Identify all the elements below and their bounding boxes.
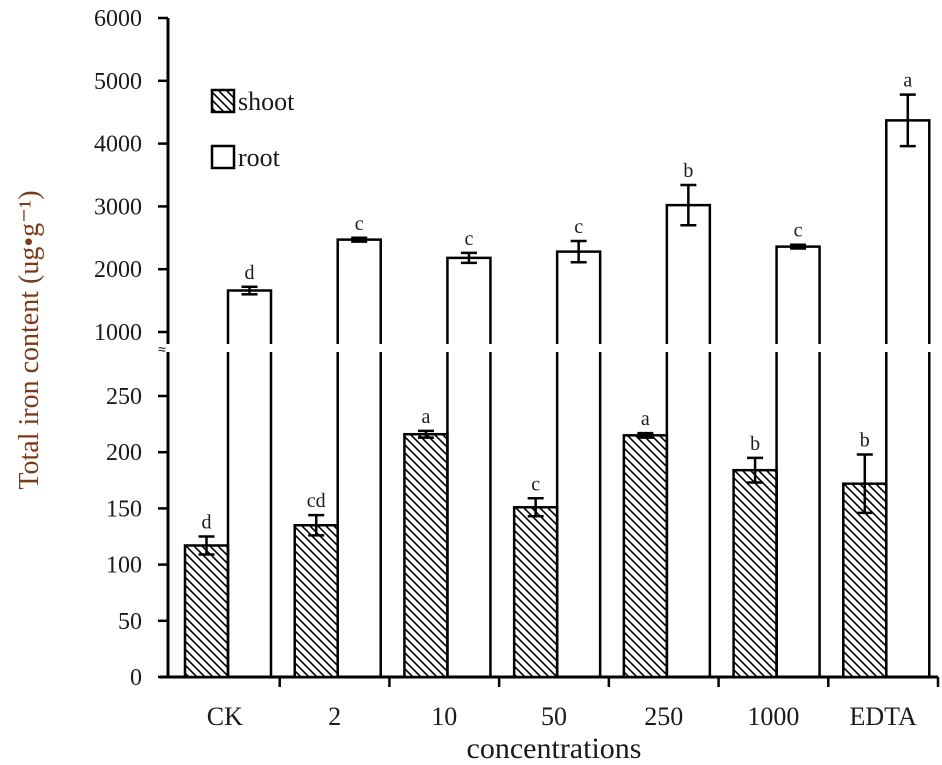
significance-label: d xyxy=(245,262,255,284)
root-bar-lower xyxy=(775,352,821,677)
root-bar xyxy=(446,256,492,344)
bars xyxy=(183,93,931,679)
y-tick-label: 1000 xyxy=(94,320,142,346)
legend-swatch-shoot xyxy=(210,88,236,114)
x-tick-label: 1000 xyxy=(747,702,799,731)
y-tick-label: 2000 xyxy=(94,257,142,283)
root-bar xyxy=(555,250,602,344)
significance-label: b xyxy=(860,429,870,451)
legend-swatch-root xyxy=(210,144,236,170)
root-bar-lower xyxy=(226,352,273,677)
shoot-bar xyxy=(183,544,230,679)
y-tick-label: 50 xyxy=(118,609,142,635)
y-tick-label: 250 xyxy=(106,384,142,410)
root-bar xyxy=(775,245,821,344)
y-tick-label: 5000 xyxy=(94,69,142,95)
x-tick-label: EDTA xyxy=(850,702,917,731)
root-bar xyxy=(336,238,382,344)
significance-label: c xyxy=(794,220,803,242)
root-bar-lower xyxy=(885,352,931,677)
y-tick-label: 100 xyxy=(106,553,142,579)
shoot-bar xyxy=(293,524,339,679)
significance-label: a xyxy=(903,70,912,92)
shoot-bar xyxy=(842,482,888,679)
root-bar xyxy=(885,119,931,344)
legend: shoot root xyxy=(210,87,295,172)
x-tick-label: 250 xyxy=(644,702,683,731)
significance-label: cd xyxy=(307,490,326,512)
y-tick-label: 3000 xyxy=(94,194,142,220)
y-axis-title: Total iron content (ug•g⁻¹) xyxy=(14,190,45,489)
shoot-bar xyxy=(403,432,449,679)
axis-break-mark: ≈ xyxy=(158,341,166,357)
root-bar-lower xyxy=(446,352,492,677)
significance-label: b xyxy=(683,160,693,182)
shoot-bar xyxy=(622,434,669,679)
x-tick-label: 10 xyxy=(431,702,457,731)
root-bar-lower xyxy=(336,352,382,677)
legend-label-root: root xyxy=(238,143,281,172)
axes: ≈1000 2000 3000 4000 5000 6000 0 50 100 150 200 250 xyxy=(94,6,940,691)
y-tick-label: 200 xyxy=(106,440,142,466)
shoot-bar xyxy=(512,506,559,679)
root-bar-lower xyxy=(665,352,712,677)
significance-label: c xyxy=(355,213,364,235)
y-tick-label: 4000 xyxy=(94,132,142,158)
root-bar-lower xyxy=(555,352,602,677)
shoot-bar xyxy=(732,468,778,679)
legend-label-shoot: shoot xyxy=(238,87,295,116)
x-tick-label: 50 xyxy=(541,702,567,731)
significance-label: c xyxy=(574,216,583,238)
x-axis-title: concentrations xyxy=(467,732,642,765)
x-tick-label: CK xyxy=(207,702,243,731)
significance-label: c xyxy=(464,228,473,250)
y-tick-label: 0 xyxy=(130,665,142,691)
x-tick-label: 2 xyxy=(328,702,341,731)
significance-label: a xyxy=(421,406,430,428)
y-tick-label: 150 xyxy=(106,496,142,522)
significance-label: a xyxy=(641,408,650,430)
y-tick-label: 6000 xyxy=(94,6,142,32)
significance-label: b xyxy=(750,433,760,455)
significance-label: d xyxy=(202,512,212,534)
labels: CKdd2cdc10ac50cc250ab1000bcEDTAbaconcent… xyxy=(14,70,917,765)
root-bar xyxy=(226,289,273,344)
significance-label: c xyxy=(531,473,540,495)
